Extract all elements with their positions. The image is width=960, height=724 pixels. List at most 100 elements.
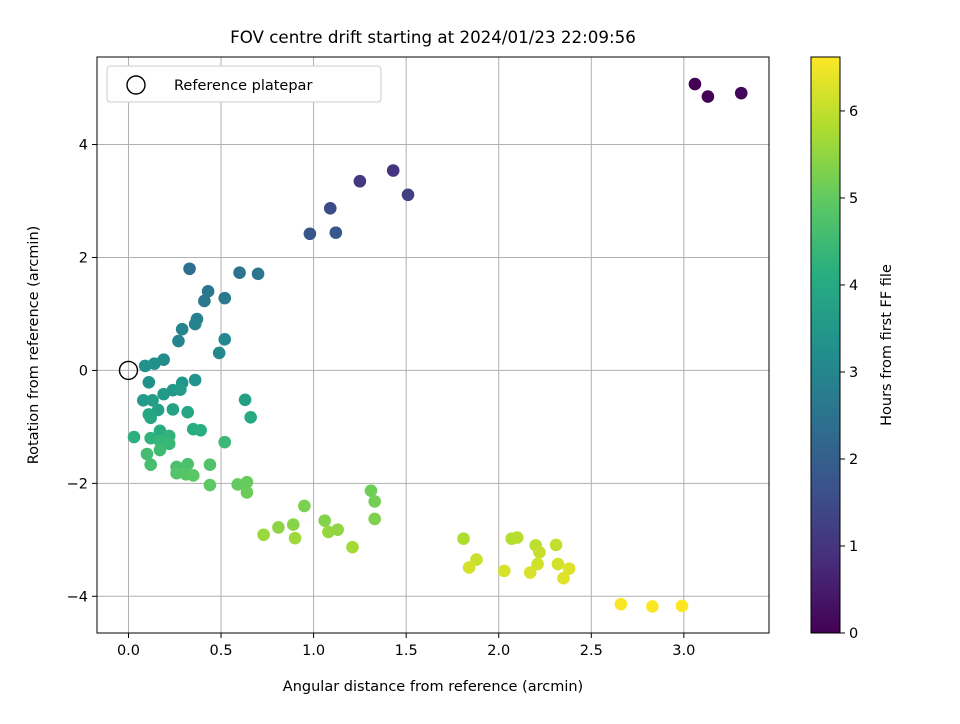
data-point (401, 188, 415, 202)
data-point (353, 174, 367, 188)
y-axis-ticks: −4 −2 0 2 4 (67, 138, 97, 605)
data-point (523, 566, 537, 579)
data-point (218, 291, 232, 305)
data-point (346, 540, 359, 554)
data-point (531, 557, 544, 571)
y-tick-label: 2 (79, 250, 88, 266)
data-point (188, 373, 202, 387)
data-point (140, 447, 154, 461)
data-point (688, 77, 702, 91)
data-point (186, 469, 200, 482)
data-point (170, 466, 183, 480)
data-point (303, 227, 317, 241)
data-point (233, 266, 246, 280)
data-point (174, 383, 187, 396)
data-point (194, 423, 207, 437)
data-point (386, 164, 400, 177)
data-point (329, 226, 343, 239)
x-tick-label: 2.5 (580, 643, 603, 659)
data-point (240, 486, 254, 499)
data-point (251, 267, 265, 281)
y-tick-label: 0 (79, 363, 88, 379)
data-point (272, 521, 285, 534)
data-point (240, 475, 254, 489)
data-point (138, 359, 152, 373)
data-point (510, 531, 524, 544)
data-point (201, 285, 215, 298)
colorbar-tick-label: 6 (849, 104, 858, 120)
data-point (257, 528, 270, 542)
data-point (286, 518, 300, 531)
data-point (549, 538, 563, 552)
legend-entry-reference: Reference platepar (174, 78, 312, 94)
chart-title: FOV centre drift starting at 2024/01/23 … (230, 27, 636, 47)
data-point (368, 512, 381, 526)
x-axis-ticks: 0.0 0.5 1.0 1.5 2.0 2.5 3.0 (117, 633, 695, 659)
colorbar: 0 1 2 3 4 5 6 Hours from first FF file (810, 56, 895, 642)
colorbar-label: Hours from first FF file (879, 264, 895, 426)
colorbar-tick-label: 2 (849, 452, 858, 468)
data-point (203, 458, 217, 472)
colorbar-ticks: 0 1 2 3 4 5 6 (840, 104, 858, 642)
data-point (166, 403, 180, 416)
data-point (675, 599, 689, 613)
data-point (181, 405, 195, 419)
colorbar-gradient (810, 56, 841, 634)
data-point (244, 410, 257, 424)
data-point (136, 394, 150, 407)
x-tick-label: 1.0 (302, 643, 325, 659)
x-gridlines (127, 57, 685, 633)
data-point (701, 90, 715, 103)
data-point (734, 86, 748, 100)
reference-platepar-marker (118, 360, 139, 381)
data-point (157, 387, 170, 401)
data-point (562, 562, 576, 575)
y-tick-label: −2 (67, 476, 88, 492)
data-point (172, 334, 185, 348)
data-point (497, 564, 511, 578)
data-point (212, 346, 226, 360)
data-point (153, 443, 167, 457)
data-point (462, 561, 476, 574)
data-point (142, 375, 156, 389)
colorbar-tick-label: 3 (849, 365, 858, 381)
data-point (318, 514, 332, 527)
data-point (183, 262, 196, 276)
x-tick-label: 0.0 (117, 643, 140, 659)
data-point (323, 202, 337, 215)
data-point (146, 394, 159, 407)
colorbar-tick-label: 4 (849, 278, 858, 294)
data-point (238, 393, 252, 407)
data-point (175, 322, 189, 336)
data-points (127, 77, 748, 613)
data-point (203, 478, 217, 492)
data-point (557, 571, 570, 585)
legend-reference-icon (126, 75, 146, 95)
legend-box (106, 65, 382, 103)
data-point (298, 499, 311, 513)
data-point (322, 525, 335, 539)
x-tick-label: 0.5 (210, 643, 233, 659)
data-point (188, 317, 202, 331)
data-point (218, 333, 232, 346)
data-point (368, 495, 381, 508)
data-point (198, 294, 211, 308)
data-point (457, 532, 470, 545)
data-point (614, 597, 628, 611)
data-point (181, 457, 195, 471)
data-point (551, 557, 565, 571)
legend: Reference platepar (106, 65, 382, 103)
y-tick-label: 4 (79, 138, 88, 154)
data-point (144, 411, 157, 425)
data-point (646, 600, 659, 613)
y-axis-label: Rotation from reference (arcmin) (26, 226, 42, 465)
colorbar-tick-label: 1 (849, 539, 858, 555)
data-point (162, 437, 176, 451)
data-point (533, 545, 546, 559)
y-tick-label: −4 (67, 589, 88, 605)
x-tick-label: 2.0 (487, 643, 510, 659)
data-point (218, 435, 232, 449)
x-tick-label: 3.0 (672, 643, 695, 659)
data-point (364, 484, 378, 497)
